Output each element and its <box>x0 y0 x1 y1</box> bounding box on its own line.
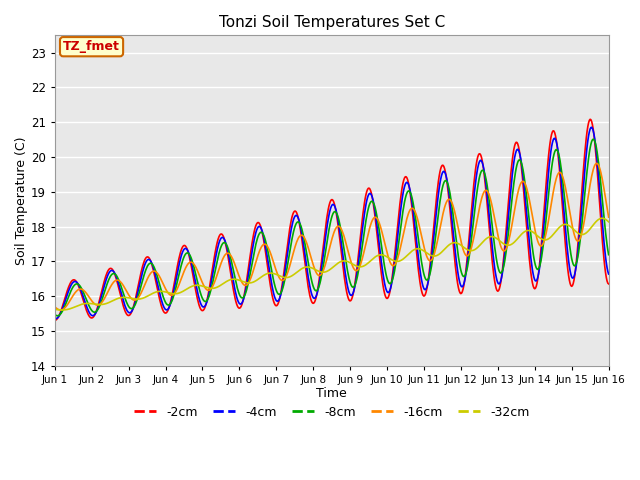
-4cm <box>61 297 69 302</box>
-32cm <box>59 307 67 313</box>
-16cm <box>416 226 424 232</box>
-8cm <box>119 288 127 294</box>
X-axis label: Time: Time <box>316 387 347 400</box>
-8cm <box>416 248 424 254</box>
-4cm <box>400 187 408 192</box>
-32cm <box>598 216 606 221</box>
Y-axis label: Soil Temperature (C): Soil Temperature (C) <box>15 136 28 264</box>
-32cm <box>175 290 182 296</box>
-4cm <box>52 316 60 322</box>
-8cm <box>61 301 69 307</box>
-32cm <box>61 307 69 312</box>
-4cm <box>51 315 59 321</box>
-2cm <box>399 180 407 186</box>
-16cm <box>593 160 600 166</box>
-2cm <box>586 117 594 122</box>
Legend: -2cm, -4cm, -8cm, -16cm, -32cm: -2cm, -4cm, -8cm, -16cm, -32cm <box>129 401 534 424</box>
-2cm <box>174 260 182 265</box>
-8cm <box>605 252 612 258</box>
-2cm <box>61 296 68 301</box>
-2cm <box>605 281 612 287</box>
-16cm <box>61 304 69 310</box>
-32cm <box>51 307 59 312</box>
-32cm <box>400 256 408 262</box>
-16cm <box>119 282 127 288</box>
-4cm <box>605 271 612 277</box>
-2cm <box>204 296 211 302</box>
-8cm <box>51 312 59 317</box>
-8cm <box>175 272 182 278</box>
-32cm <box>416 246 424 252</box>
-16cm <box>400 229 408 235</box>
-32cm <box>204 285 212 291</box>
-4cm <box>588 124 595 130</box>
Line: -2cm: -2cm <box>55 120 609 320</box>
-2cm <box>118 298 125 303</box>
-8cm <box>204 296 212 301</box>
-2cm <box>51 317 59 323</box>
Title: Tonzi Soil Temperatures Set C: Tonzi Soil Temperatures Set C <box>219 15 445 30</box>
-8cm <box>400 204 408 209</box>
-8cm <box>54 313 61 319</box>
Line: -32cm: -32cm <box>55 218 609 310</box>
-16cm <box>51 304 59 310</box>
Line: -16cm: -16cm <box>55 163 609 310</box>
Line: -4cm: -4cm <box>55 127 609 319</box>
-16cm <box>605 214 612 220</box>
-4cm <box>204 295 212 300</box>
-2cm <box>415 273 423 279</box>
-32cm <box>605 219 612 225</box>
-16cm <box>175 282 182 288</box>
-4cm <box>175 263 182 269</box>
-8cm <box>589 136 597 142</box>
-32cm <box>119 295 127 300</box>
-4cm <box>119 295 127 301</box>
Text: TZ_fmet: TZ_fmet <box>63 40 120 53</box>
-4cm <box>416 266 424 272</box>
-16cm <box>56 307 64 313</box>
Line: -8cm: -8cm <box>55 139 609 316</box>
-16cm <box>204 288 212 293</box>
